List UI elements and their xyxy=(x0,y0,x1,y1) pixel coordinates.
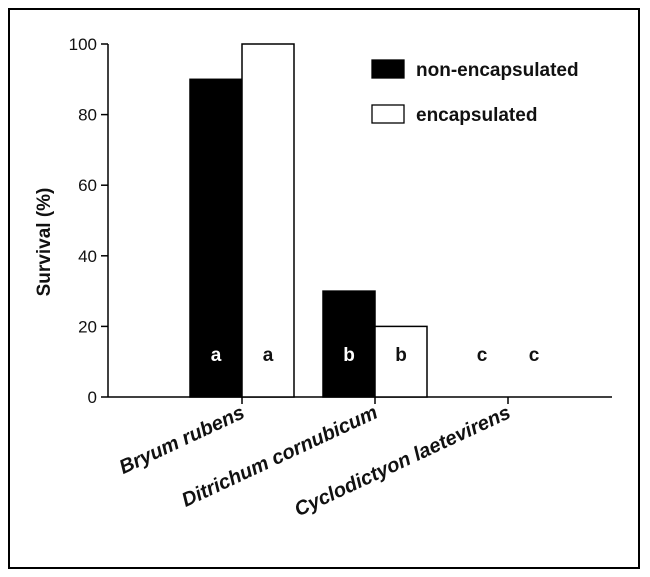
legend-label: encapsulated xyxy=(416,105,537,126)
significance-label: b xyxy=(395,345,407,366)
legend: non-encapsulated encapsulated xyxy=(371,59,579,126)
y-axis-label: Survival (%) xyxy=(34,188,55,297)
significance-label: c xyxy=(529,345,540,366)
legend-label: non-encapsulated xyxy=(416,60,579,81)
category-label: Cyclodictyon laetevirens xyxy=(291,402,514,522)
legend-swatch xyxy=(371,104,405,124)
bar-encapsulated xyxy=(374,325,428,398)
figure-frame xyxy=(8,8,640,569)
significance-label: c xyxy=(477,345,488,366)
legend-swatch xyxy=(371,59,405,79)
y-tick-label: 0 xyxy=(88,388,97,407)
significance-label: a xyxy=(211,345,222,366)
y-tick-label: 100 xyxy=(69,35,97,54)
bars xyxy=(189,43,428,398)
x-ticks xyxy=(241,397,509,404)
y-tick-label: 60 xyxy=(78,176,97,195)
significance-label: a xyxy=(263,345,274,366)
y-tick-label: 80 xyxy=(78,106,97,125)
y-ticks: 0 20 40 60 80 100 xyxy=(69,35,108,407)
category-label: Bryum rubens xyxy=(116,402,248,479)
y-tick-label: 20 xyxy=(78,317,97,336)
y-tick-label: 40 xyxy=(78,247,97,266)
bar-non-encapsulated xyxy=(189,78,243,398)
bar-encapsulated xyxy=(241,43,295,398)
significance-label: b xyxy=(343,345,355,366)
